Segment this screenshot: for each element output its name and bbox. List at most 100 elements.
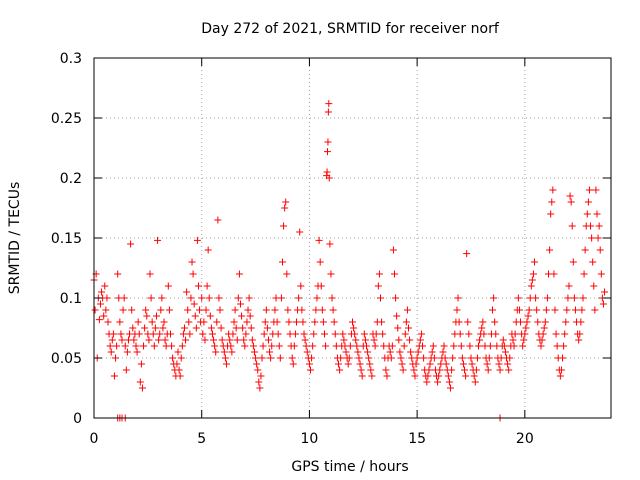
data-point	[312, 306, 320, 314]
data-point	[271, 306, 279, 314]
data-point	[514, 294, 522, 302]
data-point	[533, 306, 541, 314]
data-point	[496, 366, 504, 374]
data-point	[410, 366, 418, 374]
y-tick-label: 0.3	[60, 51, 82, 67]
data-point	[523, 318, 531, 326]
data-point	[575, 336, 583, 344]
data-point	[387, 354, 395, 362]
data-point	[252, 354, 260, 362]
data-point	[456, 330, 464, 338]
data-point	[138, 384, 146, 392]
data-point	[228, 348, 236, 356]
data-point	[350, 324, 358, 332]
data-point	[154, 236, 162, 244]
data-point	[500, 342, 508, 350]
data-point	[588, 234, 596, 242]
data-point	[556, 372, 564, 380]
data-point	[419, 342, 427, 350]
data-point	[398, 360, 406, 368]
data-point	[135, 330, 143, 338]
data-point	[531, 258, 539, 266]
data-point	[524, 312, 532, 320]
data-point	[274, 330, 282, 338]
data-point	[542, 306, 550, 314]
axis-ticks	[93, 57, 611, 419]
data-point	[569, 258, 577, 266]
data-point	[557, 366, 565, 374]
data-point	[136, 378, 144, 386]
data-point	[302, 342, 310, 350]
data-point	[363, 342, 371, 350]
data-point	[360, 330, 368, 338]
data-point	[249, 342, 257, 350]
data-point	[324, 138, 332, 146]
data-point	[351, 330, 359, 338]
data-point	[561, 330, 569, 338]
data-point	[592, 186, 600, 194]
data-point	[296, 228, 304, 236]
data-point	[146, 270, 154, 278]
data-point	[203, 282, 211, 290]
data-point	[593, 210, 601, 218]
data-point	[262, 306, 270, 314]
data-point	[291, 330, 299, 338]
data-point	[568, 222, 576, 230]
data-point	[123, 348, 131, 356]
data-point	[567, 198, 575, 206]
data-point	[315, 236, 323, 244]
data-point	[453, 306, 461, 314]
data-point	[434, 378, 442, 386]
data-point	[257, 372, 265, 380]
data-point	[234, 294, 242, 302]
data-point	[394, 324, 402, 332]
data-point	[254, 366, 262, 374]
data-point	[290, 342, 298, 350]
x-tick-label: 5	[197, 431, 206, 447]
data-point	[510, 342, 518, 350]
data-point	[379, 330, 387, 338]
data-point	[529, 270, 537, 278]
data-point	[200, 318, 208, 326]
data-point	[449, 354, 457, 362]
data-point	[310, 330, 318, 338]
data-point	[580, 270, 588, 278]
data-point	[212, 348, 220, 356]
data-point	[243, 318, 251, 326]
data-point	[187, 294, 195, 302]
data-point	[550, 270, 558, 278]
data-point	[429, 342, 437, 350]
data-point	[405, 324, 413, 332]
data-point	[122, 366, 130, 374]
data-point	[202, 306, 210, 314]
x-tick-label: 10	[301, 431, 319, 447]
data-point	[560, 342, 568, 350]
data-point	[133, 348, 141, 356]
data-point	[215, 294, 223, 302]
y-tick-label: 0.1	[60, 291, 82, 307]
data-point	[365, 354, 373, 362]
data-point	[285, 318, 293, 326]
data-point	[120, 294, 128, 302]
data-point	[118, 336, 126, 344]
data-point	[476, 336, 484, 344]
data-point	[563, 306, 571, 314]
data-point	[543, 294, 551, 302]
data-point	[108, 336, 116, 344]
data-point	[430, 354, 438, 362]
data-point	[268, 342, 276, 350]
data-point	[222, 360, 230, 368]
data-point	[463, 250, 471, 258]
data-point	[186, 330, 194, 338]
data-point	[127, 240, 135, 248]
data-point	[166, 330, 174, 338]
data-point	[392, 294, 400, 302]
data-point	[412, 360, 420, 368]
data-point	[327, 270, 335, 278]
data-point	[585, 186, 593, 194]
data-point	[552, 330, 560, 338]
y-tick-labels: 0 0.05 0.1 0.15 0.2 0.25 0.3	[51, 51, 82, 427]
data-point	[231, 306, 239, 314]
data-point	[416, 336, 424, 344]
data-point	[579, 294, 587, 302]
